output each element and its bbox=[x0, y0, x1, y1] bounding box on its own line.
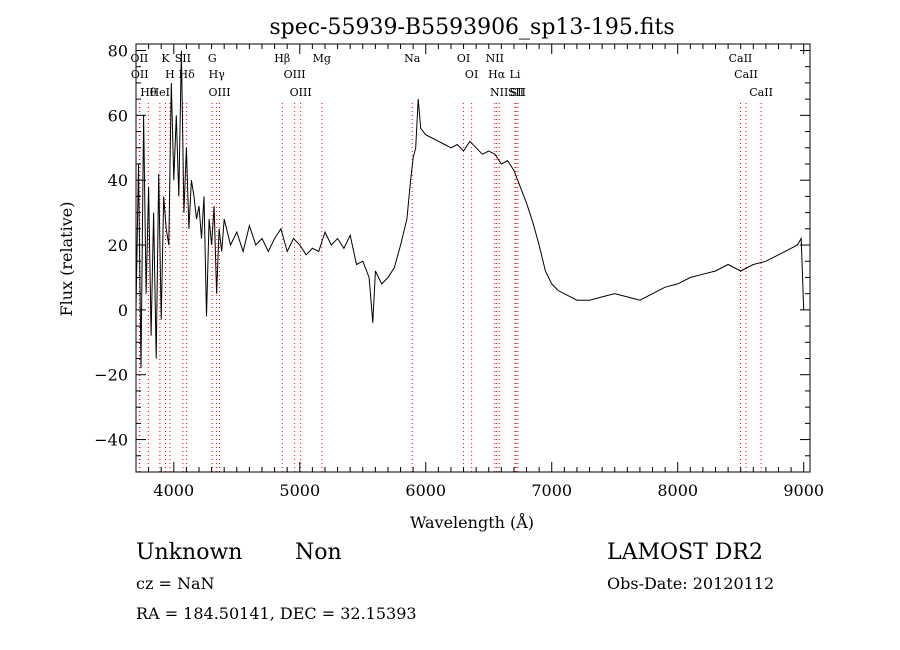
x-tick-label: 7000 bbox=[531, 481, 572, 500]
line-label: OIII bbox=[290, 86, 312, 99]
line-label: Hβ bbox=[274, 52, 290, 65]
line-label: Mg bbox=[313, 52, 331, 65]
y-tick-label: 20 bbox=[108, 236, 128, 255]
line-label: H bbox=[165, 68, 175, 81]
line-label: OII bbox=[131, 68, 149, 81]
x-tick-label: 9000 bbox=[783, 481, 824, 500]
line-label: SII bbox=[508, 86, 524, 99]
line-label: Na bbox=[404, 52, 421, 65]
line-label: Li bbox=[510, 68, 521, 81]
spectrum-line bbox=[135, 50, 805, 369]
line-label: G bbox=[208, 52, 217, 65]
y-axis: −40 −20 0 20 40 60 80 bbox=[94, 41, 810, 473]
coordinates: RA = 184.50141, DEC = 32.15393 bbox=[136, 604, 417, 623]
chart-title: spec-55939-B5593906_sp13-195.fits bbox=[269, 15, 674, 40]
line-label: NII bbox=[486, 52, 504, 65]
line-label: OIII bbox=[284, 68, 306, 81]
line-label: Hγ bbox=[209, 68, 226, 81]
line-label: Hα bbox=[488, 68, 506, 81]
line-label: Hδ bbox=[179, 68, 196, 81]
survey-label: LAMOST DR2 bbox=[607, 540, 763, 565]
class-label: Unknown bbox=[136, 540, 243, 565]
plot-frame bbox=[135, 43, 811, 473]
y-tick-label: 40 bbox=[108, 171, 128, 190]
x-tick-label: 4000 bbox=[153, 481, 194, 500]
cz-value: cz = NaN bbox=[136, 574, 215, 593]
x-axis-label: Wavelength (Å) bbox=[410, 512, 534, 532]
line-label: CaII bbox=[729, 52, 753, 65]
line-label: K bbox=[161, 52, 170, 65]
line-label: SII bbox=[175, 52, 191, 65]
y-tick-label: 0 bbox=[118, 301, 128, 320]
line-label: OIII bbox=[208, 86, 230, 99]
line-label: Hθ bbox=[140, 86, 157, 99]
line-label: NII bbox=[490, 86, 508, 99]
line-label: CaII bbox=[734, 68, 758, 81]
line-label: OI bbox=[465, 68, 478, 81]
x-tick-label: 5000 bbox=[279, 481, 320, 500]
y-axis-label: Flux (relative) bbox=[57, 202, 76, 317]
y-tick-label: 80 bbox=[108, 41, 128, 60]
line-label: HeI bbox=[150, 86, 170, 99]
line-label: OI bbox=[457, 52, 470, 65]
y-tick-label: −20 bbox=[94, 366, 128, 385]
line-label: CaII bbox=[749, 86, 773, 99]
x-tick-label: 8000 bbox=[657, 481, 698, 500]
x-axis: 4000 5000 6000 7000 8000 9000 bbox=[135, 44, 824, 500]
line-label: OII bbox=[131, 52, 149, 65]
line-label: SII bbox=[510, 86, 526, 99]
obs-date: Obs-Date: 20120112 bbox=[607, 574, 775, 593]
subclass-label: Non bbox=[295, 540, 342, 565]
y-tick-label: −40 bbox=[94, 431, 128, 450]
x-tick-label: 6000 bbox=[405, 481, 446, 500]
y-tick-label: 60 bbox=[108, 106, 128, 125]
